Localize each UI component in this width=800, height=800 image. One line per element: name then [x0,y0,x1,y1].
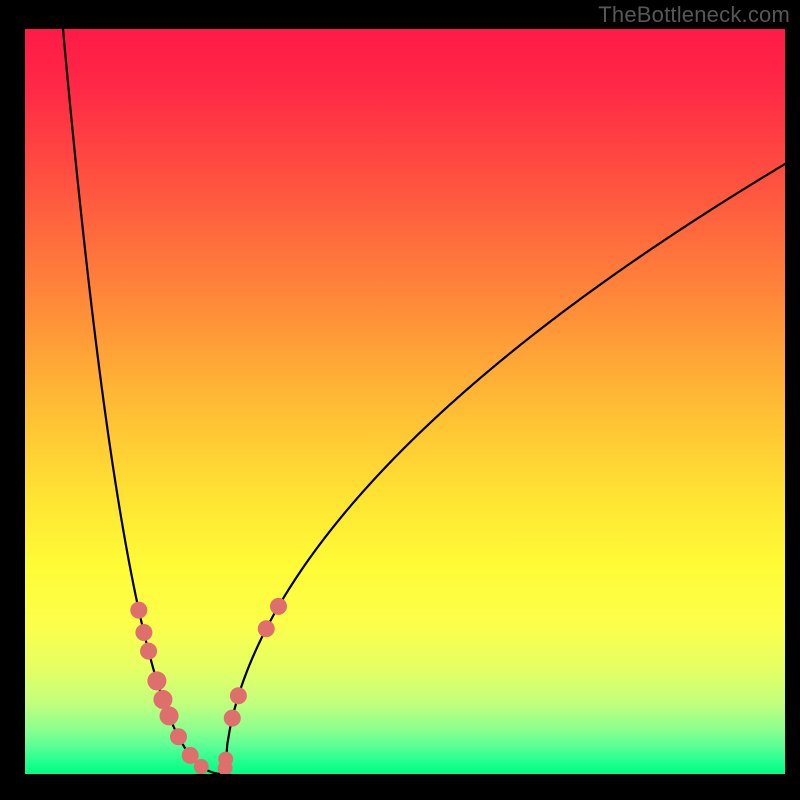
marker-dot [148,672,166,690]
chart-frame: TheBottleneck.com [0,0,800,800]
watermark-text: TheBottleneck.com [598,2,790,28]
marker-dot [160,707,178,725]
marker-dot [258,621,274,637]
marker-dot [219,752,233,766]
marker-dot [154,691,172,709]
plot-area [25,29,785,774]
marker-dot [230,688,246,704]
gradient-background [25,29,785,774]
marker-dot [136,624,152,640]
marker-dot [224,710,240,726]
marker-dot [141,643,157,659]
marker-dot [270,598,286,614]
marker-dot [182,747,198,763]
marker-dot [171,729,187,745]
marker-dot [131,602,147,618]
marker-dot [194,760,208,774]
